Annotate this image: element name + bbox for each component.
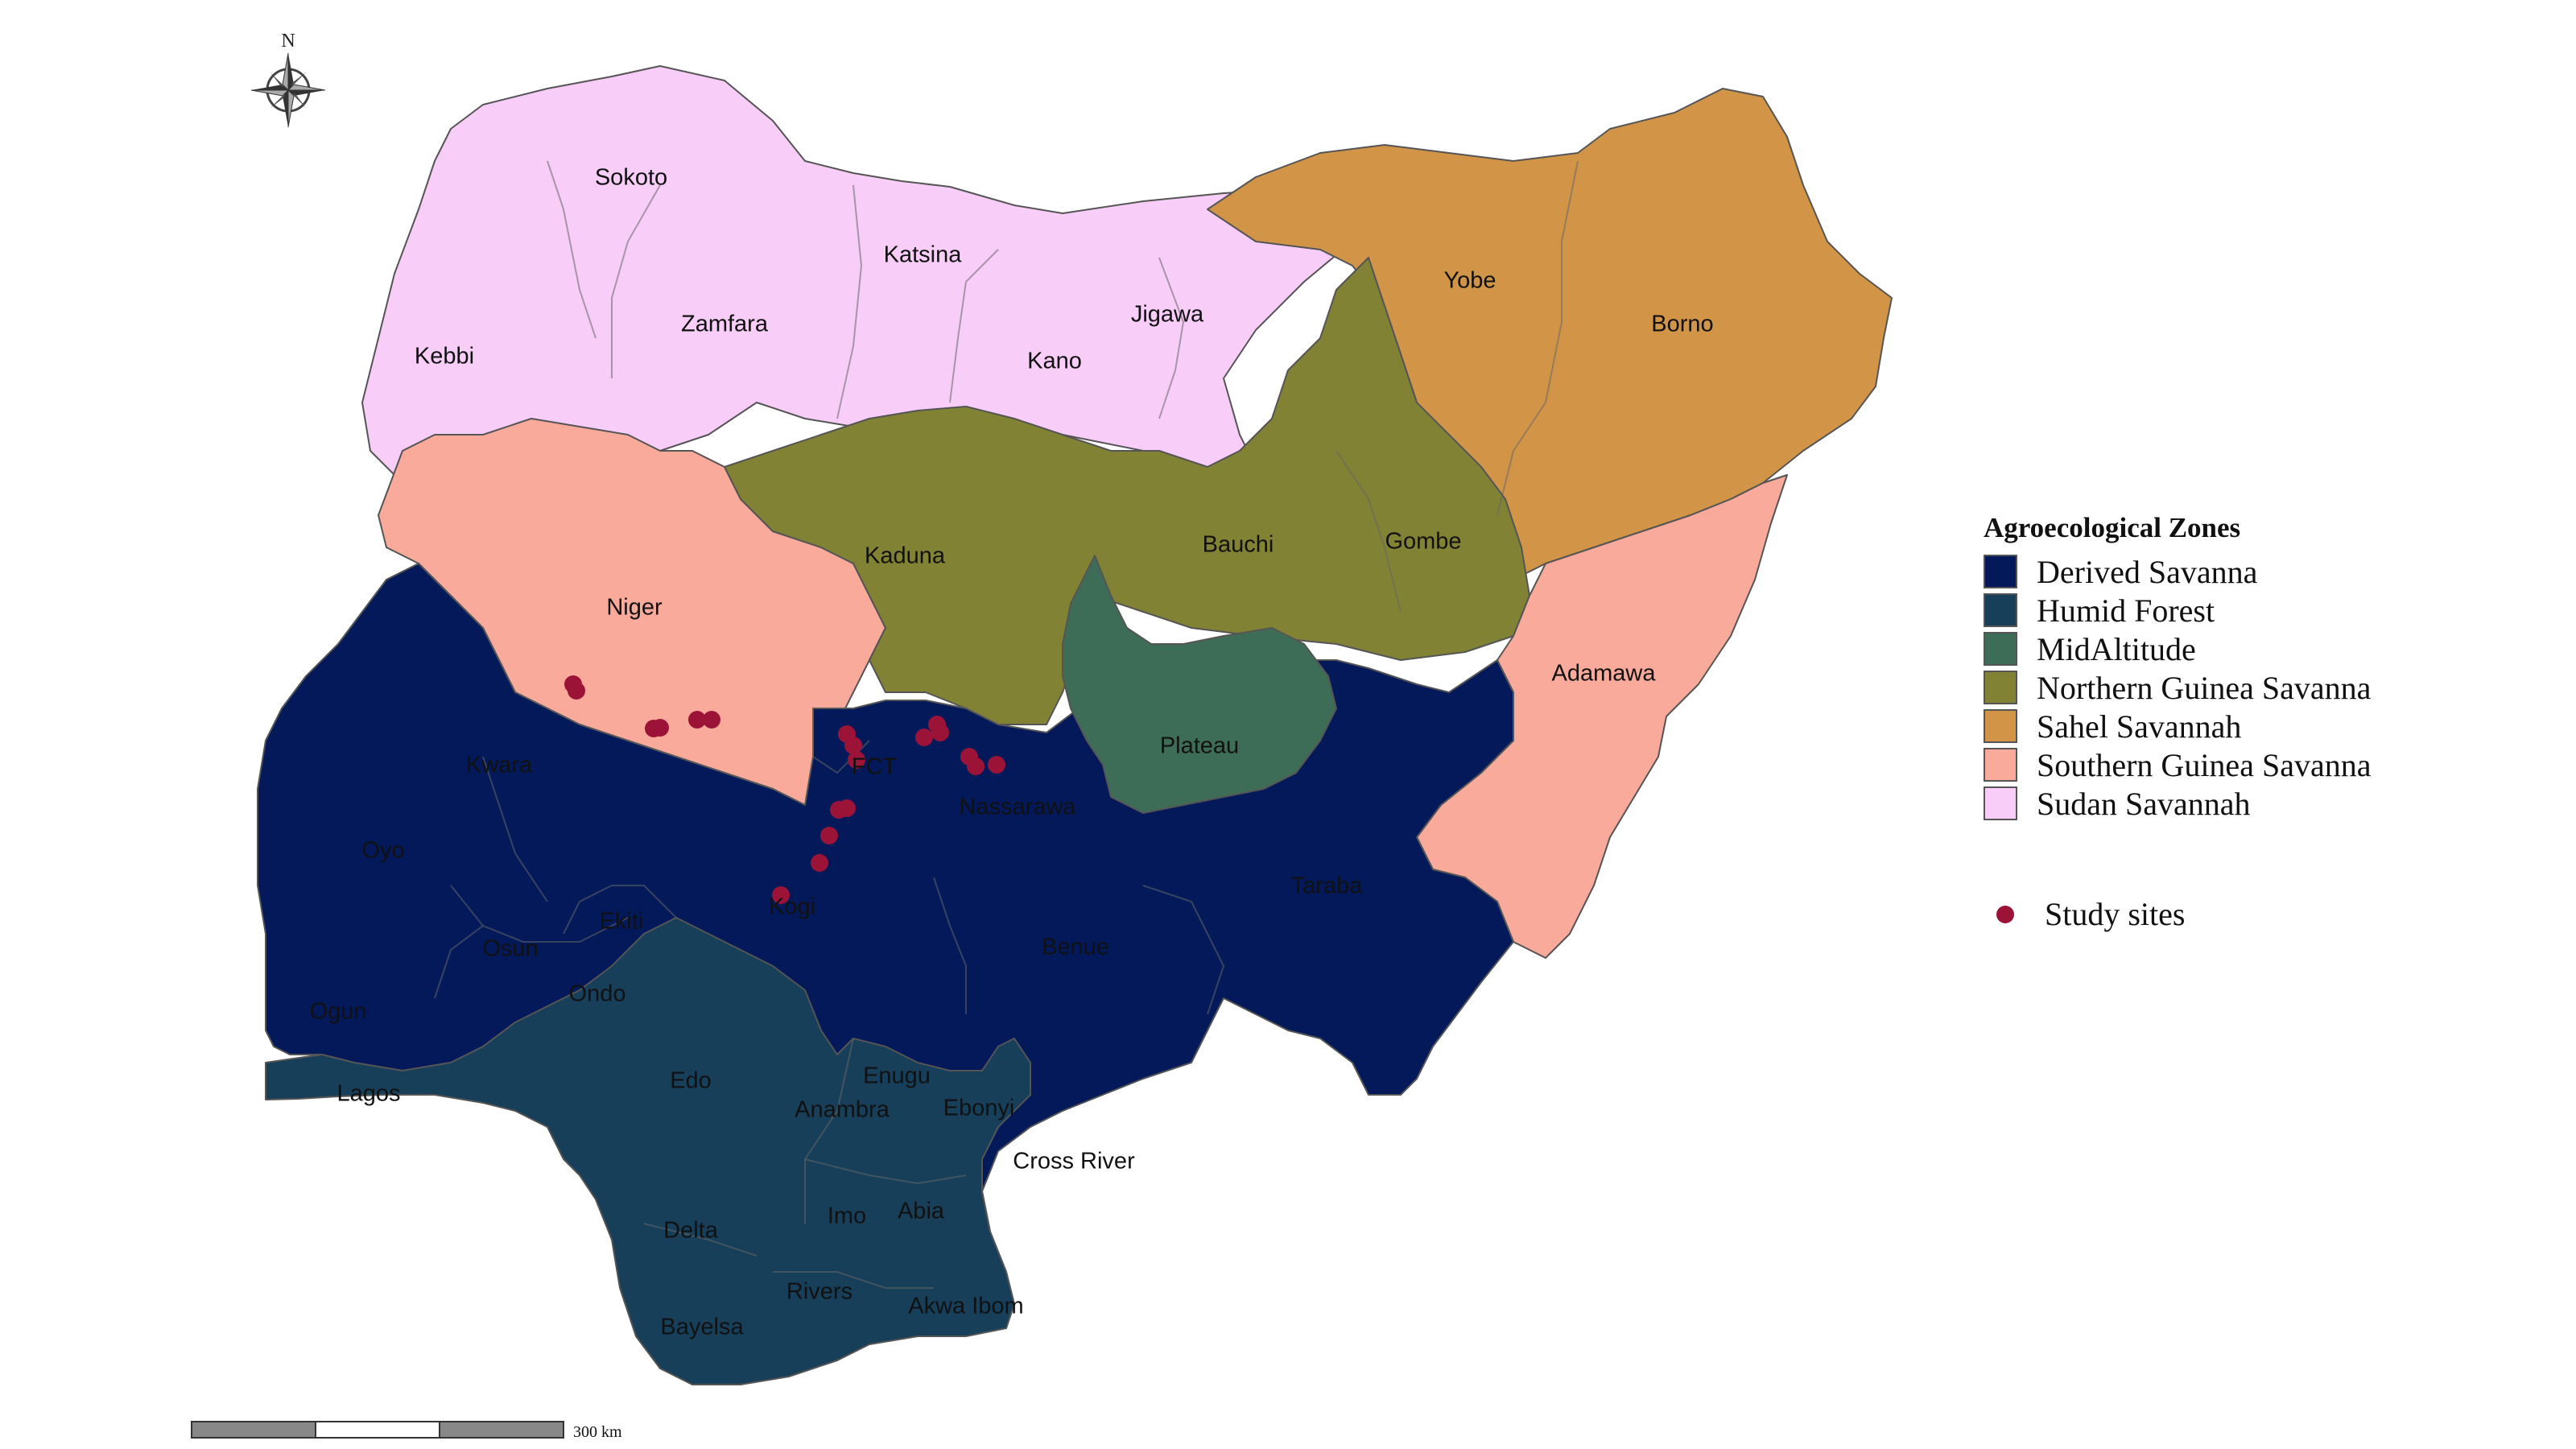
study-site-marker (811, 854, 828, 872)
compass-rose-icon: N (250, 31, 326, 128)
state-label-kaduna: Kaduna (865, 543, 946, 569)
study-site-marker (844, 737, 862, 754)
state-label-ondo: Ondo (569, 981, 626, 1007)
legend-item: Humid Forest (1984, 591, 2371, 630)
study-site-marker (848, 751, 865, 769)
study-sites (564, 675, 1005, 904)
scale-bar (191, 1421, 564, 1439)
study-site-marker (703, 711, 720, 729)
state-label-borno: Borno (1651, 312, 1713, 337)
state-label-gombe: Gombe (1385, 529, 1461, 555)
legend-label: Southern Guinea Savanna (2037, 746, 2372, 783)
state-label-nassarawa: Nassarawa (959, 795, 1076, 820)
state-label-edo: Edo (670, 1068, 712, 1094)
state-label-niger: Niger (606, 595, 663, 621)
state-label-bayelsa: Bayelsa (660, 1315, 744, 1340)
state-label-kano: Kano (1027, 349, 1082, 374)
study-site-marker (988, 756, 1005, 774)
legend-swatch (1984, 555, 2017, 588)
state-label-taraba: Taraba (1291, 873, 1364, 899)
state-label-enugu: Enugu (863, 1063, 931, 1089)
study-site-marker (838, 799, 856, 817)
state-label-benue: Benue (1042, 935, 1109, 960)
zone-northern-guinea (724, 257, 1530, 725)
legend: Agroecological Zones Derived Savanna Hum… (1984, 512, 2371, 823)
state-label-kwara: Kwara (466, 753, 533, 778)
state-label-yobe: Yobe (1443, 268, 1496, 294)
legend-item: MidAltitude (1984, 630, 2371, 668)
legend-item: Sahel Savannah (1984, 707, 2371, 745)
legend-item: Sudan Savannah (1984, 784, 2371, 823)
scale-bar-label: 300 km (573, 1423, 622, 1441)
study-site-marker (651, 719, 669, 737)
state-label-ogun: Ogun (310, 999, 367, 1025)
state-label-sokoto: Sokoto (595, 165, 667, 191)
study-site-marker-icon (1996, 905, 2014, 923)
state-label-imo: Imo (828, 1203, 866, 1229)
state-boundaries (434, 160, 1579, 1289)
study-site-marker (931, 724, 949, 741)
zone-midaltitude (1062, 555, 1337, 814)
state-label-kebbi: Kebbi (415, 344, 474, 369)
state-label-zamfara: Zamfara (681, 312, 769, 337)
legend-study-sites-label: Study sites (2045, 896, 2186, 932)
study-site-marker (568, 682, 585, 700)
legend-label: MidAltitude (2037, 630, 2196, 667)
legend-label: Sudan Savannah (2037, 785, 2251, 822)
state-labels: Sokoto Katsina Zamfara Jigawa Kebbi Kano… (310, 165, 1714, 1340)
zone-humid-forest (265, 917, 1031, 1385)
legend-swatch (1984, 786, 2017, 820)
state-label-osun: Osun (482, 936, 538, 962)
legend-item: Southern Guinea Savanna (1984, 745, 2371, 784)
study-site-marker (772, 886, 790, 904)
state-label-adamawa: Adamawa (1552, 661, 1657, 687)
study-site-marker (820, 827, 838, 844)
state-label-jigawa: Jigawa (1131, 302, 1204, 328)
state-label-anambra: Anambra (795, 1097, 890, 1123)
legend-swatch (1984, 709, 2017, 743)
legend-label: Sahel Savannah (2037, 708, 2242, 745)
state-label-delta: Delta (663, 1218, 719, 1244)
state-label-ekiti: Ekiti (600, 909, 644, 935)
state-label-kogi: Kogi (769, 894, 815, 920)
legend-study-sites: Study sites (1996, 895, 2185, 933)
legend-swatch (1984, 671, 2017, 704)
state-label-oyo: Oyo (361, 838, 404, 864)
study-site-marker (967, 758, 985, 775)
legend-item: Derived Savanna (1984, 552, 2371, 591)
state-label-plateau: Plateau (1160, 733, 1239, 759)
state-label-katsina: Katsina (884, 242, 963, 268)
legend-swatch (1984, 748, 2017, 782)
legend-title: Agroecological Zones (1984, 512, 2241, 543)
legend-items: Derived Savanna Humid Forest MidAltitude… (1984, 552, 2371, 823)
legend-swatch (1984, 593, 2017, 627)
study-site-marker (915, 729, 933, 746)
legend-label: Derived Savanna (2037, 553, 2258, 590)
legend-swatch (1984, 632, 2017, 666)
state-label-akwa-ibom: Akwa Ibom (908, 1294, 1023, 1319)
study-site-marker (688, 711, 706, 729)
state-label-bauchi: Bauchi (1203, 532, 1274, 558)
state-label-cross-river: Cross River (1013, 1149, 1135, 1174)
state-label-fct: FCT (852, 754, 898, 780)
legend-label: Humid Forest (2037, 592, 2215, 629)
zone-shapes (257, 65, 1893, 1385)
legend-label: Northern Guinea Savanna (2037, 669, 2372, 706)
legend-item: Northern Guinea Savanna (1984, 668, 2371, 707)
state-label-lagos: Lagos (336, 1081, 400, 1107)
compass-north-label: N (281, 31, 295, 52)
state-label-rivers: Rivers (786, 1279, 852, 1305)
state-label-ebonyi: Ebonyi (943, 1096, 1015, 1121)
state-label-abia: Abia (898, 1199, 945, 1224)
